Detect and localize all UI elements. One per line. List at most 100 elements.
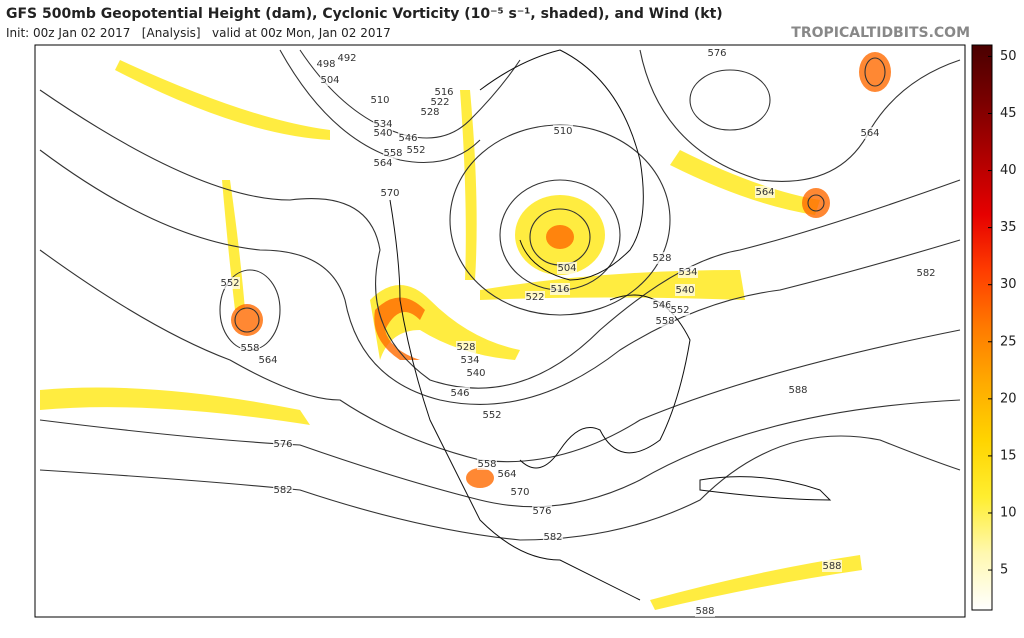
colorbar-rect bbox=[971, 44, 993, 611]
map-frame bbox=[34, 44, 966, 618]
contour-label: 498 bbox=[316, 59, 335, 70]
contour-label: 552 bbox=[406, 145, 425, 156]
contour-label: 564 bbox=[755, 187, 774, 198]
contour-label-bg bbox=[860, 127, 880, 139]
contour-label: 522 bbox=[430, 97, 449, 108]
contour-label: 546 bbox=[450, 388, 469, 399]
contour-label: 546 bbox=[652, 300, 671, 311]
contour-label: 588 bbox=[822, 561, 841, 572]
contour-label-bg bbox=[510, 486, 530, 498]
contour-label: 534 bbox=[678, 267, 697, 278]
contour-label-bg bbox=[420, 106, 440, 118]
contour-label-bg bbox=[398, 132, 418, 144]
colorbar-tick-label: 45 bbox=[1000, 106, 1017, 121]
contour-label: 564 bbox=[497, 469, 516, 480]
contour-label-bg bbox=[273, 438, 293, 450]
contour-label: 516 bbox=[434, 87, 453, 98]
contour-label: 588 bbox=[695, 606, 714, 617]
contour bbox=[639, 49, 961, 182]
contour-label: 570 bbox=[380, 188, 399, 199]
shade bbox=[231, 304, 263, 336]
contour-label: 522 bbox=[525, 292, 544, 303]
contour bbox=[299, 49, 521, 139]
contour-label-bg bbox=[550, 283, 570, 295]
title: GFS 500mb Geopotential Height (dam), Cyc… bbox=[6, 6, 723, 22]
contour-label-bg bbox=[525, 291, 545, 303]
shade bbox=[460, 90, 477, 280]
contour bbox=[807, 194, 825, 212]
contour-label: 528 bbox=[456, 342, 475, 353]
contour-label: 558 bbox=[477, 459, 496, 470]
contour-label-bg bbox=[258, 354, 278, 366]
contour bbox=[39, 149, 961, 405]
contour-label-bg bbox=[383, 147, 403, 159]
contour-label-bg bbox=[916, 267, 936, 279]
contour-label-bg bbox=[755, 186, 775, 198]
coastline bbox=[699, 476, 832, 501]
colorbar-tick-label: 20 bbox=[1000, 391, 1017, 406]
shade bbox=[115, 60, 330, 140]
contour-label: 504 bbox=[557, 263, 576, 274]
contour-label-bg bbox=[553, 125, 573, 137]
contour-label: 552 bbox=[482, 410, 501, 421]
contour-label-bg bbox=[543, 531, 563, 543]
subtitle: Init: 00z Jan 02 2017 [Analysis] valid a… bbox=[6, 26, 391, 40]
contour-label-bg bbox=[466, 367, 486, 379]
contour-label-bg bbox=[434, 86, 454, 98]
contour-label-bg bbox=[557, 262, 577, 274]
contour-label-bg bbox=[678, 266, 698, 278]
contour-label-bg bbox=[240, 342, 260, 354]
contour-label: 552 bbox=[670, 305, 689, 316]
contour-label: 576 bbox=[273, 439, 292, 450]
contour-label-bg bbox=[477, 458, 497, 470]
contour-label: 492 bbox=[337, 53, 356, 64]
contour-label: 558 bbox=[240, 343, 259, 354]
coastline bbox=[479, 49, 644, 281]
contour-label-bg bbox=[695, 605, 715, 617]
contour-label-bg bbox=[220, 277, 240, 289]
coastline bbox=[389, 199, 641, 601]
contour bbox=[39, 399, 961, 508]
contour bbox=[39, 89, 961, 389]
coastlines bbox=[389, 49, 832, 601]
contour-label-bg bbox=[670, 304, 690, 316]
colorbar-tick-label: 25 bbox=[1000, 334, 1017, 349]
contour-label: 564 bbox=[373, 158, 392, 169]
contour-label: 588 bbox=[788, 385, 807, 396]
colorbar-tick-label: 15 bbox=[1000, 448, 1017, 463]
contour-label: 540 bbox=[466, 368, 485, 379]
contour bbox=[39, 249, 961, 463]
contour-label: 582 bbox=[916, 268, 935, 279]
contour-label: 534 bbox=[373, 119, 392, 130]
contour-label-bg bbox=[822, 560, 842, 572]
contour-label: 576 bbox=[532, 506, 551, 517]
source: TROPICALTIDBITS.COM bbox=[791, 25, 970, 41]
contour-label-bg bbox=[532, 505, 552, 517]
contour-label: 558 bbox=[383, 148, 402, 159]
contour-label: 504 bbox=[320, 75, 339, 86]
contour-label-bg bbox=[788, 384, 808, 396]
contour-label-bg bbox=[380, 187, 400, 199]
contour-label-bg bbox=[655, 315, 675, 327]
shade bbox=[670, 150, 820, 215]
colorbar-tick-label: 10 bbox=[1000, 505, 1017, 520]
contour-label: 510 bbox=[553, 126, 572, 137]
contour-label-bg bbox=[675, 284, 695, 296]
contour-label-bg bbox=[450, 387, 470, 399]
contour-label-bg bbox=[456, 341, 476, 353]
contour-label: 540 bbox=[675, 285, 694, 296]
shade bbox=[546, 225, 574, 249]
colorbar: 5 10 15 20 25 30 35 40 45 50 bbox=[971, 44, 1017, 611]
contour bbox=[234, 307, 260, 333]
contour-label-bg bbox=[320, 74, 340, 86]
contour-label: 564 bbox=[860, 128, 879, 139]
contour-label: 558 bbox=[655, 316, 674, 327]
colorbar-tick-label: 50 bbox=[1000, 49, 1017, 64]
colorbar-tick-label: 30 bbox=[1000, 277, 1017, 292]
colorbar-tick-label: 35 bbox=[1000, 220, 1017, 235]
contour-label-bg bbox=[482, 409, 502, 421]
shade bbox=[859, 52, 891, 92]
contour-label-bg bbox=[406, 144, 426, 156]
